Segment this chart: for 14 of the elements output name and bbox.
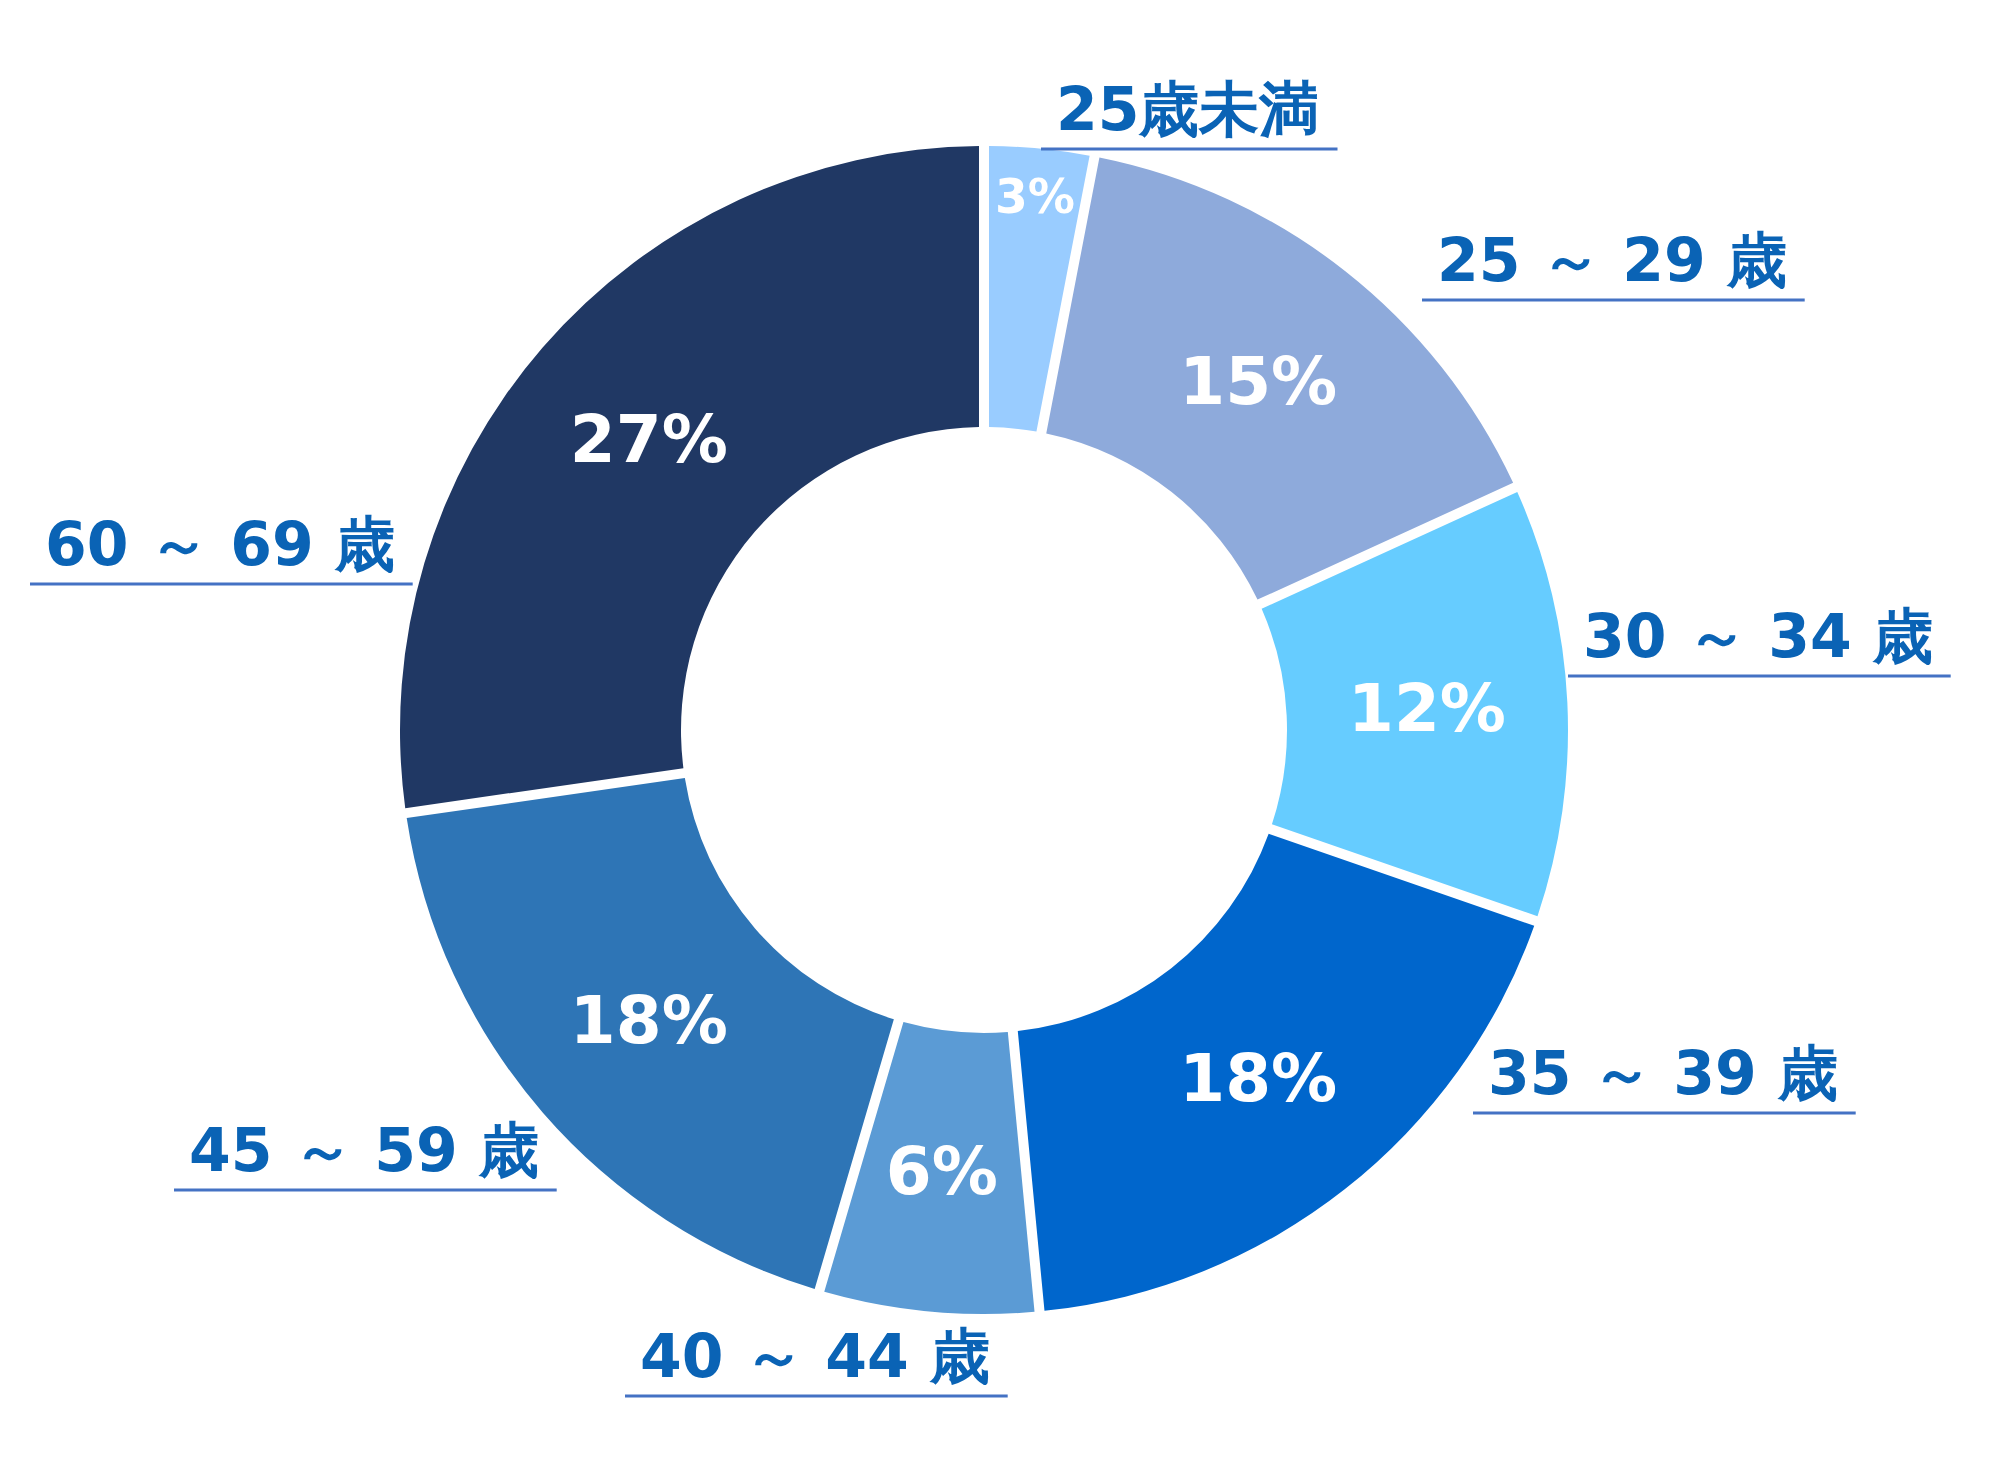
slice-label: 25歳未満 [1056,74,1320,144]
slice-label: 30 ～ 34 歳 [1583,601,1933,671]
data-label: 15% [1179,342,1338,420]
data-label: 18% [1179,1040,1338,1118]
slice-label: 60 ～ 69 歳 [45,509,395,579]
slice-label: 25 ～ 29 歳 [1437,225,1787,295]
slice-label: 35 ～ 39 歳 [1488,1038,1838,1108]
data-label: 18% [569,981,728,1059]
data-label: 6% [885,1133,998,1210]
slice-label: 40 ～ 44 歳 [640,1321,990,1391]
data-label: 27% [569,401,728,479]
data-label: 12% [1348,670,1506,748]
slice-label: 45 ～ 59 歳 [189,1115,539,1185]
data-label: 3% [995,168,1075,224]
